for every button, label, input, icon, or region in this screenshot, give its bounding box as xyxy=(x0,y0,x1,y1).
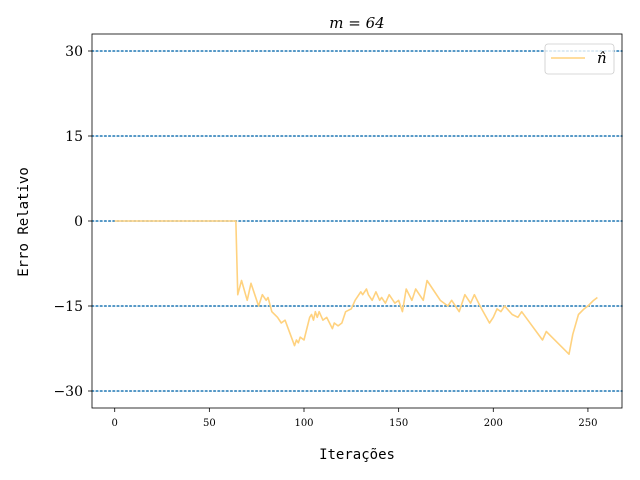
series-group xyxy=(114,220,598,355)
y-tick-label: −30 xyxy=(53,384,83,400)
x-tick-label: 200 xyxy=(484,418,503,429)
x-tick-label: 50 xyxy=(203,418,216,429)
series-line xyxy=(114,220,598,355)
y-tick-label: −15 xyxy=(53,299,83,315)
y-tick-label: 15 xyxy=(65,129,83,145)
x-tick-label: 250 xyxy=(578,418,597,429)
legend-label: n̂ xyxy=(597,49,607,67)
y-axis-ticks: 30 15 0 −15 −30 xyxy=(53,44,92,400)
x-axis-label: Iterações xyxy=(319,447,395,463)
chart-title: m = 64 xyxy=(329,14,384,32)
legend: n̂ xyxy=(544,43,615,75)
x-tick-label: 100 xyxy=(294,418,313,429)
x-tick-label: 0 xyxy=(112,418,118,429)
x-tick-label: 150 xyxy=(389,418,408,429)
x-axis-ticks: 0 50 100 150 200 250 xyxy=(112,408,597,429)
y-tick-label: 0 xyxy=(74,214,83,230)
y-tick-label: 30 xyxy=(65,44,83,60)
legend-box xyxy=(544,43,615,75)
y-axis-label: Erro Relativo xyxy=(16,167,32,277)
